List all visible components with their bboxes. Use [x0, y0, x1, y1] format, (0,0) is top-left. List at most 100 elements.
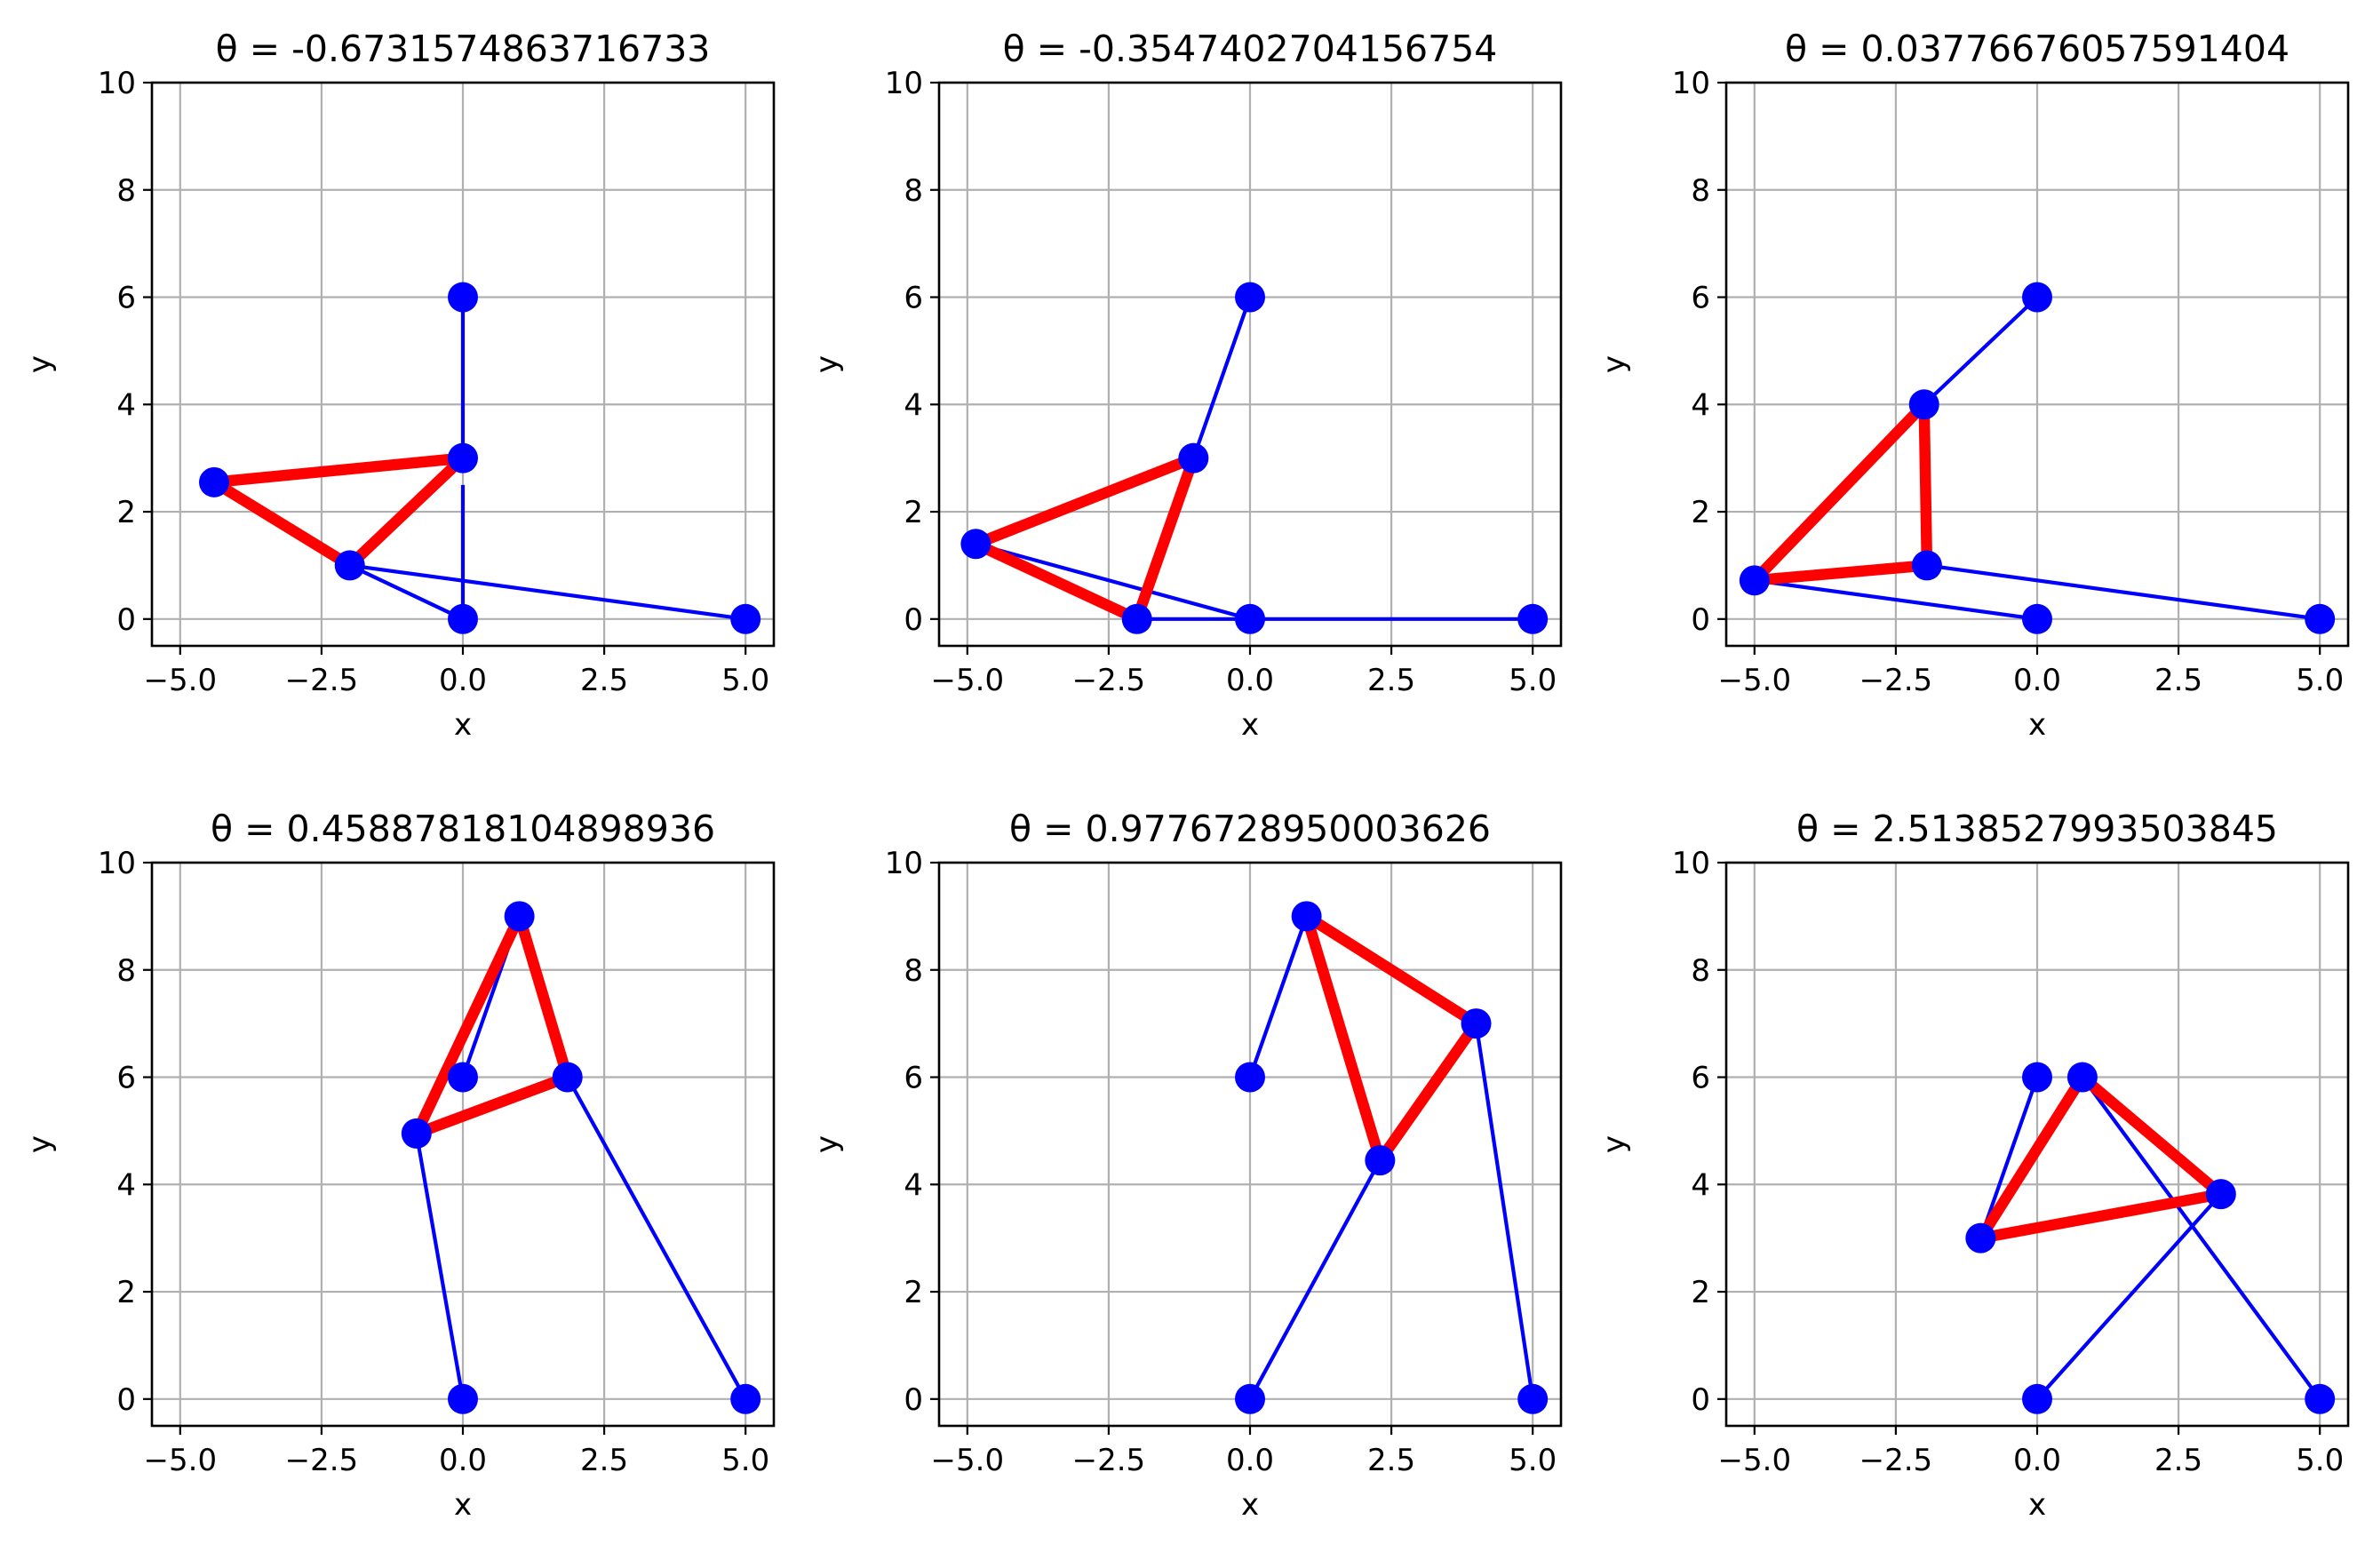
y-tick-label: 2: [1691, 1275, 1710, 1310]
y-tick-label: 0: [904, 602, 923, 638]
x-tick-label: 2.5: [580, 663, 628, 698]
x-tick-label: 0.0: [1226, 1443, 1274, 1478]
link-line: [1976, 1071, 2227, 1244]
connector-line: [1979, 1076, 2039, 1239]
joint-point: [504, 901, 535, 932]
y-tick-label: 0: [1691, 602, 1710, 638]
y-tick-label: 2: [904, 1275, 923, 1310]
joint-point: [1517, 603, 1549, 634]
y-tick-label: 2: [1691, 495, 1710, 530]
y-tick-label: 0: [1691, 1382, 1710, 1418]
y-tick-label: 4: [116, 1167, 136, 1203]
connector-line: [1191, 296, 1252, 459]
joint-point: [2205, 1179, 2236, 1210]
link-line: [973, 452, 1199, 625]
joint-point: [448, 282, 478, 313]
y-tick-label: 6: [904, 281, 923, 316]
joint-point: [1911, 550, 1942, 581]
subplot-2: −5.0 −2.5 0.0 2.5 5.0 0 2 4 6 8 10 x y θ = -0.3547402…: [809, 28, 1563, 743]
joint-point: [448, 1062, 478, 1093]
plot-area: [973, 296, 1533, 625]
y-tick-label: 6: [116, 281, 136, 316]
y-tick-label: 10: [885, 846, 923, 881]
x-tick-label: 5.0: [1509, 663, 1557, 698]
y-tick-label: 2: [116, 1275, 136, 1310]
x-tick-label: −2.5: [1859, 663, 1933, 698]
joint-point: [1908, 389, 1939, 420]
x-tick-label: 0.0: [1226, 663, 1274, 698]
x-tick-label: 5.0: [2296, 1443, 2344, 1478]
x-tick-label: −2.5: [285, 663, 359, 698]
x-tick-label: −5.0: [1718, 1443, 1792, 1478]
y-tick-label: 0: [116, 602, 136, 638]
connector-line: [565, 1076, 748, 1400]
joint-point: [1235, 1383, 1265, 1414]
subplot-1: −5.0 −2.5 0.0 2.5 5.0 0 2 4 6 8 10 x y θ = -0.6731574…: [22, 28, 776, 743]
x-tick-label: −5.0: [144, 1443, 218, 1478]
subplot-title: θ = 0.03776676057591404: [1785, 28, 2289, 70]
link-line: [211, 452, 469, 571]
x-tick-label: 2.5: [580, 1443, 628, 1478]
plot-area: [1750, 296, 2321, 621]
y-tick-label: 4: [1691, 387, 1710, 423]
joint-point: [1517, 1383, 1549, 1414]
y-tick-label: 8: [904, 173, 923, 209]
connector-line: [414, 1133, 466, 1400]
x-tick-label: 2.5: [1367, 663, 1415, 698]
y-tick-label: 10: [885, 66, 923, 101]
subplot-5: −5.0 −2.5 0.0 2.5 5.0 0 2 4 6 8 10 x y θ = 0.97767289…: [809, 808, 1563, 1523]
joint-point: [2022, 603, 2052, 634]
y-axis-label: y: [22, 1135, 58, 1153]
y-tick-label: 2: [116, 495, 136, 530]
link-line: [1301, 911, 1482, 1166]
x-tick-label: 2.5: [2154, 663, 2202, 698]
joint-point: [960, 529, 991, 560]
x-axis-label: x: [454, 1487, 472, 1523]
y-tick-label: 10: [98, 66, 136, 101]
connector-line: [1248, 1159, 1382, 1400]
x-axis-label: x: [2028, 1487, 2046, 1523]
connector-line: [1248, 915, 1309, 1078]
x-tick-label: 5.0: [721, 663, 769, 698]
joint-point: [2066, 1062, 2098, 1093]
x-tick-label: −2.5: [1859, 1443, 1933, 1478]
x-tick-label: 0.0: [439, 663, 487, 698]
subplot-6: −5.0 −2.5 0.0 2.5 5.0 0 2 4 6 8 10 x y θ = 2.51385279…: [1597, 808, 2350, 1523]
subplot-title: θ = 2.5138527993503845: [1796, 808, 2278, 850]
y-tick-label: 2: [904, 495, 923, 530]
y-tick-label: 8: [1691, 953, 1710, 989]
joint-point: [730, 603, 761, 634]
joint-point: [1365, 1145, 1396, 1176]
joint-point: [1235, 603, 1265, 634]
joint-point: [1235, 282, 1265, 313]
x-tick-label: −2.5: [285, 1443, 359, 1478]
y-tick-label: 6: [116, 1061, 136, 1096]
y-axis-label: y: [22, 355, 58, 373]
joint-point: [448, 1383, 478, 1414]
connector-line: [2035, 1192, 2223, 1401]
joint-point: [2022, 1383, 2052, 1414]
connector-line: [2081, 1076, 2321, 1401]
y-tick-label: 8: [904, 953, 923, 989]
connector-line: [1474, 1023, 1535, 1400]
y-tick-label: 6: [1691, 1061, 1710, 1096]
joint-point: [2305, 1383, 2336, 1414]
x-axis-label: x: [454, 707, 472, 743]
joint-point: [1965, 1222, 1996, 1254]
subplot-4: −5.0 −2.5 0.0 2.5 5.0 0 2 4 6 8 10 x y θ = 0.45887818…: [22, 808, 776, 1523]
y-tick-label: 6: [904, 1061, 923, 1096]
y-tick-label: 10: [1672, 846, 1710, 881]
joint-point: [1235, 1062, 1265, 1093]
joint-point: [2305, 603, 2336, 634]
subplot-title: θ = 0.45887818104898936: [211, 808, 715, 850]
joint-point: [2022, 282, 2052, 313]
plot-area: [1248, 911, 1535, 1400]
y-tick-label: 8: [1691, 173, 1710, 209]
y-axis-label: y: [809, 355, 845, 373]
y-tick-label: 0: [904, 1382, 923, 1418]
subplot-title: θ = 0.9776728950003626: [1009, 808, 1491, 850]
subplot-title: θ = -0.3547402704156754: [1003, 28, 1498, 70]
y-tick-label: 6: [1691, 281, 1710, 316]
plot-area: [1976, 1071, 2321, 1401]
